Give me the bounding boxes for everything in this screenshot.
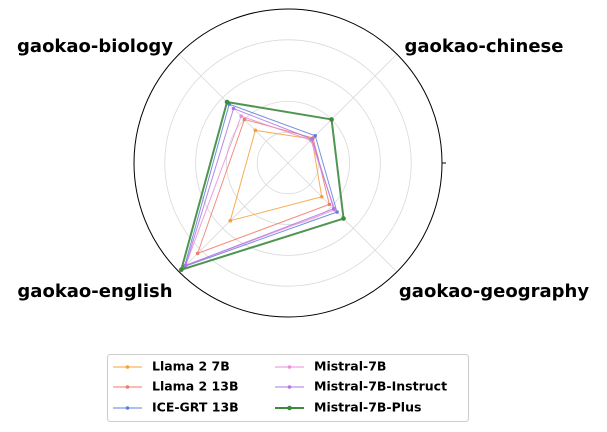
- data-point: [242, 117, 247, 122]
- axis-label-gaokao-geography: gaokao-geography: [399, 281, 589, 302]
- data-point: [313, 133, 318, 138]
- legend-marker: [287, 365, 292, 369]
- data-point: [239, 114, 243, 118]
- legend-marker: [125, 385, 130, 389]
- series-line: [183, 103, 338, 268]
- legend-label: ICE-GRT 13B: [152, 400, 239, 415]
- data-point: [224, 99, 230, 105]
- axis-labels: gaokao-chinese gaokao-biology gaokao-engli…: [17, 36, 589, 302]
- legend-label: Llama 2 13B: [152, 379, 238, 394]
- legend-item: Mistral-7B: [275, 359, 386, 374]
- legend-item: ICE-GRT 13B: [113, 400, 239, 415]
- legend-item: Llama 2 7B: [113, 359, 230, 374]
- data-point: [319, 194, 324, 199]
- series-mistral-7b-instruct: [183, 106, 336, 268]
- grid-ring: [164, 39, 412, 287]
- axis-label-gaokao-biology: gaokao-biology: [17, 36, 173, 57]
- axis-label-gaokao-english: gaokao-english: [17, 281, 172, 302]
- legend-item: Mistral-7B-Plus: [275, 400, 421, 415]
- axis-label-gaokao-chinese: gaokao-chinese: [405, 36, 564, 57]
- legend-label: Mistral-7B-Plus: [314, 400, 421, 415]
- data-point: [341, 216, 346, 221]
- data-point: [253, 128, 258, 133]
- legend: Llama 2 7B Llama 2 13B ICE-GRT 13B Mistral-…: [107, 354, 469, 422]
- data-point: [335, 210, 339, 214]
- legend-box: [107, 354, 469, 422]
- data-point: [183, 263, 188, 268]
- data-point: [327, 202, 332, 207]
- series-ice-grt-13b: [182, 102, 339, 269]
- legend-item: Mistral-7B-Instruct: [275, 379, 447, 394]
- series-mistral-7b-plus: [178, 99, 346, 273]
- legend-marker: [125, 406, 130, 410]
- grid-ring: [195, 70, 381, 256]
- legend-item: Llama 2 13B: [113, 379, 238, 394]
- data-point: [231, 106, 236, 111]
- grid-ring: [225, 101, 350, 225]
- data-point: [228, 218, 233, 223]
- data-point: [329, 117, 334, 122]
- data-point: [178, 267, 184, 273]
- data-point: [195, 251, 200, 256]
- legend-marker: [287, 405, 292, 411]
- series-line: [179, 100, 345, 272]
- legend-label: Mistral-7B-Instruct: [314, 379, 447, 394]
- data-point: [331, 206, 336, 211]
- legend-marker: [287, 385, 292, 389]
- radar-grid: [133, 8, 446, 318]
- data-point: [310, 137, 314, 141]
- legend-marker: [125, 365, 130, 369]
- legend-label: Mistral-7B: [314, 359, 386, 374]
- grid-spoke: [287, 53, 398, 164]
- legend-label: Llama 2 7B: [152, 359, 230, 374]
- radar-series: [178, 99, 346, 273]
